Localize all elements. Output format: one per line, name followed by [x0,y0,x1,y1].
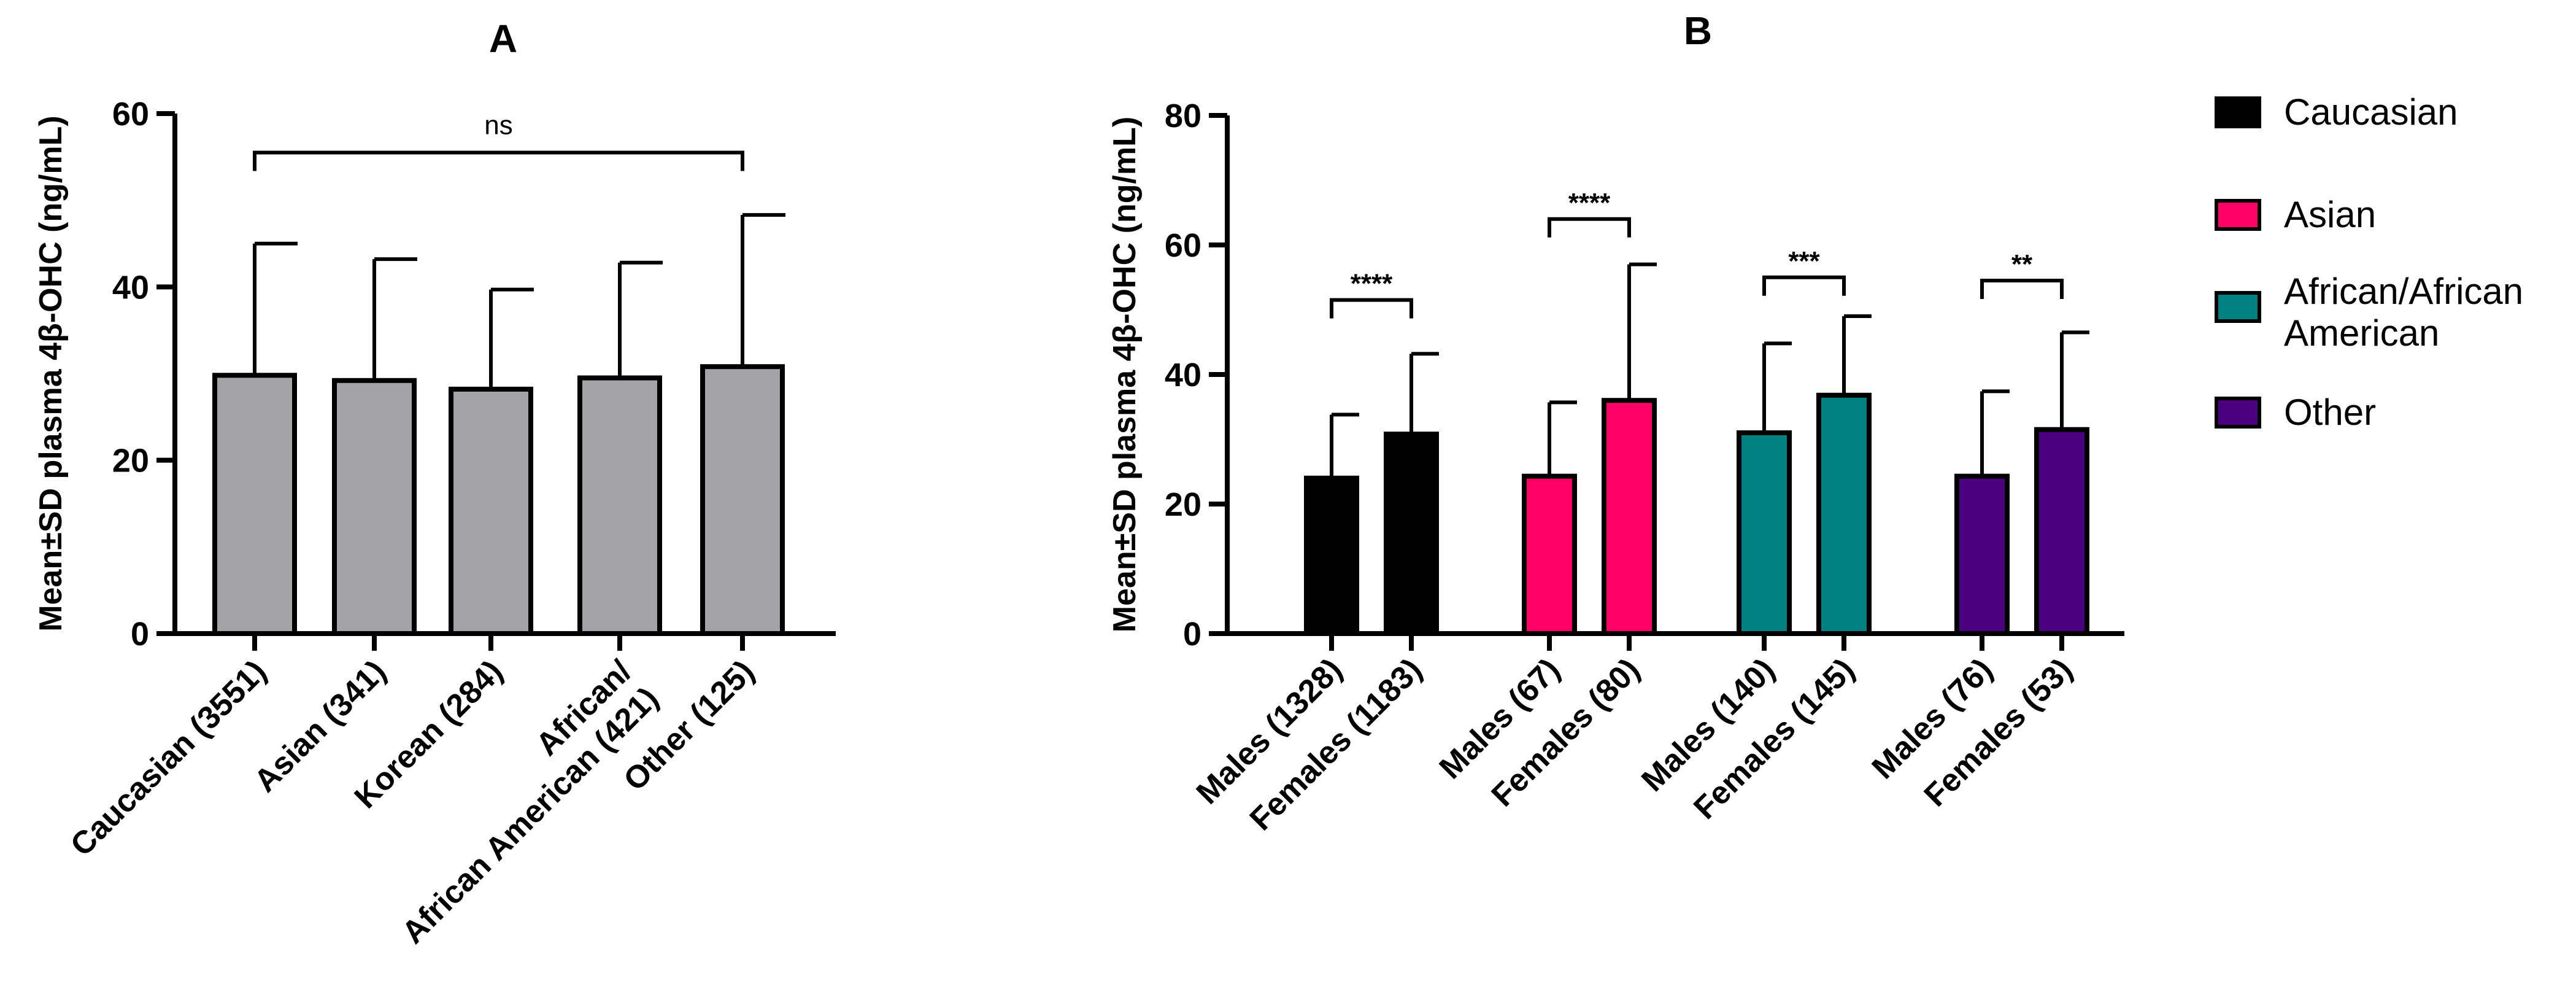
bar [1522,473,1577,636]
legend-swatch [2215,96,2261,128]
y-tick-label: 60 [1165,227,1201,264]
y-tick-label: 60 [112,96,149,133]
bar [700,364,785,636]
legend-swatch [2215,199,2261,231]
bar [2034,427,2089,636]
significance-label: ** [2011,249,2033,279]
bar [1602,398,1657,636]
bar [1954,473,2010,636]
legend-label-line: American [2284,312,2439,354]
panel-b-title: B [1684,9,1712,53]
legend-label-line: African/African [2284,271,2523,312]
significance-bracket [253,150,744,171]
panel-b-ylabel: Mean±SD plasma 4β-OHC (ng/mL) [1107,117,1143,632]
bar [332,378,417,636]
significance-label: ns [484,111,512,141]
y-tick-label: 0 [131,616,149,653]
legend-label: Caucasian [2284,91,2458,133]
y-tick-label: 20 [112,443,149,479]
legend-swatch [2215,291,2261,323]
y-tick-label: 40 [1165,357,1201,394]
legend: Caucasian Asian African/African American Oth… [2215,91,2523,433]
legend-label: Asian [2284,194,2376,235]
panel-a-title: A [489,17,517,61]
legend-label-line: Caucasian [2284,91,2458,133]
legend-label-line: Asian [2284,194,2376,235]
legend-label: Other [2284,392,2376,433]
bar [1737,430,1792,636]
legend-label-line: Other [2284,392,2376,433]
y-tick-label: 40 [112,269,149,306]
x-tick-label-line: Caucasian (3551) [64,653,273,863]
bar [1304,475,1359,636]
x-tick-label: African/African American (421) [368,653,665,950]
legend-label: African/African American [2284,271,2523,354]
y-tick-label: 0 [1183,616,1201,653]
legend-swatch [2215,397,2261,429]
bar [577,375,662,637]
y-tick-label: 20 [1165,486,1201,523]
bar [1816,392,1872,636]
bar [449,386,533,636]
panel-a: A Mean±SD plasma 4β-OHC (ng/mL) 0 20 40 60 Cau… [33,17,836,950]
significance-label: **** [1568,188,1611,218]
significance-bracket [1548,217,1631,238]
significance-bracket [1330,298,1413,319]
bar [212,373,297,636]
y-tick-label: 80 [1165,98,1201,134]
panel-a-ylabel: Mean±SD plasma 4β-OHC (ng/mL) [33,115,69,631]
significance-bracket [1980,279,2064,300]
significance-bracket [1762,275,1846,296]
bar [1384,432,1439,636]
significance-label: **** [1351,269,1393,299]
x-tick-label: Caucasian (3551) [64,653,273,863]
significance-label: *** [1788,246,1820,276]
